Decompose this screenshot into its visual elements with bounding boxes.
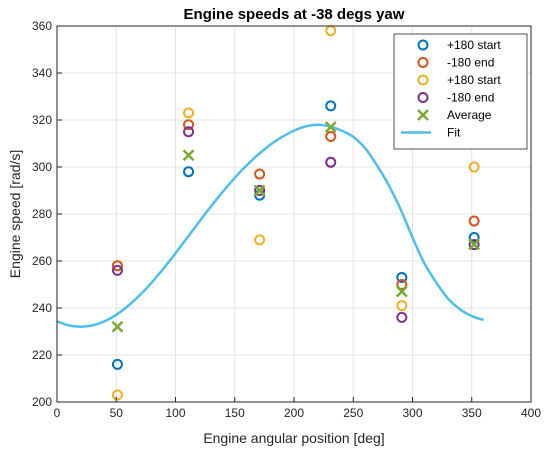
x-tick-label: 250 xyxy=(343,406,363,420)
y-tick-label: 360 xyxy=(32,19,52,33)
series-4-point xyxy=(468,239,480,251)
series-1-point xyxy=(111,358,123,370)
x-tick-label: 50 xyxy=(110,406,124,420)
series-3-point xyxy=(254,234,266,246)
series-5-point-stroke xyxy=(182,149,195,162)
series-2-point xyxy=(396,279,408,290)
legend-label-4: -180 end xyxy=(447,91,494,105)
series-4-point xyxy=(254,185,266,196)
series-5-point-stroke xyxy=(111,320,124,333)
series-2-point xyxy=(111,260,123,272)
legend-swatch-2 xyxy=(417,57,429,68)
x-tick-label: 100 xyxy=(165,406,185,420)
legend-swatch-5 xyxy=(417,109,429,121)
y-tick-label: 300 xyxy=(32,160,52,174)
series-5-point xyxy=(324,121,337,133)
series-1-point xyxy=(325,100,337,112)
series-5-point xyxy=(182,149,195,162)
series-5-point xyxy=(253,184,266,197)
tick-labels: 0 50 100 150 200 250 300 350 400 200 220 240 260 280 3… xyxy=(32,19,541,420)
legend-label-6: Fit xyxy=(447,126,461,140)
fit-curve-layer xyxy=(56,123,485,329)
series-1-point xyxy=(396,271,408,283)
series-5-point xyxy=(395,285,408,298)
y-tick-label: 340 xyxy=(32,66,52,80)
series-3-point xyxy=(183,107,195,119)
x-tick-label: 400 xyxy=(521,406,541,420)
series-2-point xyxy=(468,215,480,227)
x-axis-label: Engine angular position [deg] xyxy=(203,430,384,446)
legend-swatch-5-stroke xyxy=(417,109,429,121)
series-3-point xyxy=(468,161,480,173)
legend-label-3: +180 start xyxy=(447,73,501,87)
series-5-point xyxy=(111,320,124,333)
legend-label-1: +180 start xyxy=(447,38,501,52)
chart-title: Engine speeds at -38 degs yaw xyxy=(184,6,405,23)
series-2-point xyxy=(183,119,195,131)
legend-box xyxy=(393,33,528,150)
y-tick-label: 280 xyxy=(32,207,52,221)
y-axis-label: Engine speed [rad/s] xyxy=(7,150,23,278)
series-2-point xyxy=(254,168,266,180)
y-tick-label: 220 xyxy=(32,348,52,362)
y-tick-label: 320 xyxy=(32,113,52,127)
y-tick-label: 260 xyxy=(32,254,52,268)
y-tick-label: 240 xyxy=(32,301,52,315)
legend-swatch-1 xyxy=(417,39,429,51)
x-tick-label: 350 xyxy=(462,406,482,420)
series-1-point xyxy=(183,166,195,178)
series-4-point xyxy=(183,126,195,138)
series-3-point xyxy=(111,389,123,401)
legend-label-2: -180 end xyxy=(447,56,494,70)
x-tick-label: 0 xyxy=(54,406,61,420)
x-tick-label: 200 xyxy=(284,406,304,420)
series-4-point xyxy=(396,311,408,323)
fit-curve xyxy=(56,123,485,329)
series-4-point xyxy=(325,156,337,168)
x-tick-label: 150 xyxy=(225,406,245,420)
grid xyxy=(57,26,531,402)
legend: +180 start -180 end +180 start -180 end Aver… xyxy=(393,33,528,150)
y-tick-label: 200 xyxy=(32,395,52,409)
series-5-point xyxy=(468,238,481,251)
legend-swatch-3 xyxy=(417,74,429,86)
series-5-point-stroke xyxy=(324,121,337,133)
series-5-point-stroke xyxy=(468,238,481,251)
series-3-point xyxy=(396,300,408,312)
legend-swatch-4 xyxy=(417,92,429,103)
series-1-point xyxy=(468,232,480,243)
legend-label-5: Average xyxy=(447,108,492,122)
series-5-point-stroke xyxy=(253,184,266,197)
x-tick-label: 300 xyxy=(402,406,422,420)
series-4-point xyxy=(111,264,123,276)
series-5-point-stroke xyxy=(395,285,408,298)
series-2-point xyxy=(325,130,337,142)
